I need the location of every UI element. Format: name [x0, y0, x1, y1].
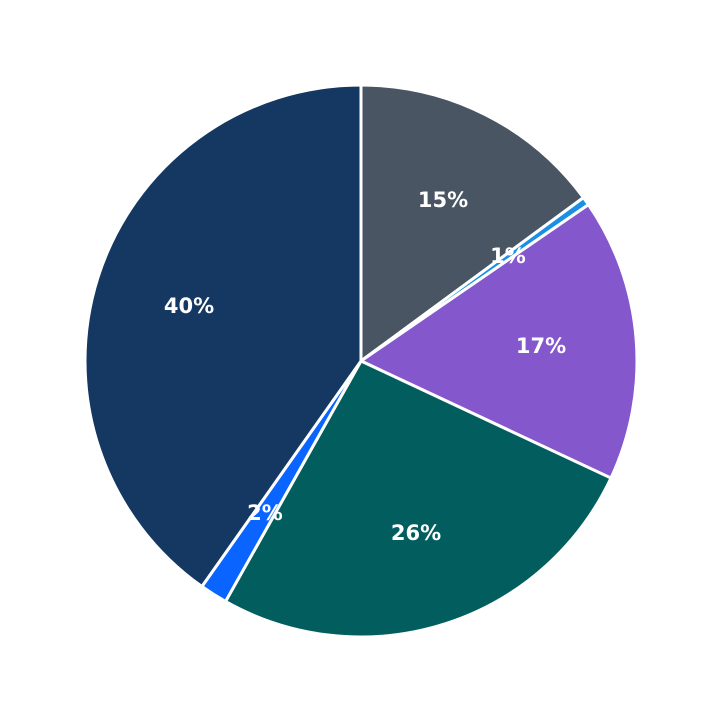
pie-slice-17pct: [359, 203, 639, 480]
pie-slice-15pct: [359, 83, 585, 363]
slice-label: 1%: [490, 244, 526, 268]
slice-label: 40%: [164, 294, 214, 318]
slice-label: 17%: [516, 334, 566, 358]
slice-label: 2%: [247, 501, 283, 525]
slice-label: 26%: [391, 521, 441, 545]
pie-slice-26pct: [224, 359, 613, 639]
pie-slices: [83, 83, 639, 639]
slice-label: 15%: [418, 188, 468, 212]
pie-slice-40pct: [83, 83, 363, 589]
pie-labels: 15% 1% 17% 26% 2% 40%: [164, 188, 566, 545]
